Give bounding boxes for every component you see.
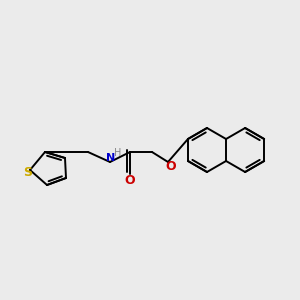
Text: N: N: [106, 153, 116, 163]
Text: O: O: [166, 160, 176, 173]
Text: O: O: [125, 173, 135, 187]
Text: S: S: [23, 167, 32, 179]
Text: H: H: [114, 148, 122, 158]
